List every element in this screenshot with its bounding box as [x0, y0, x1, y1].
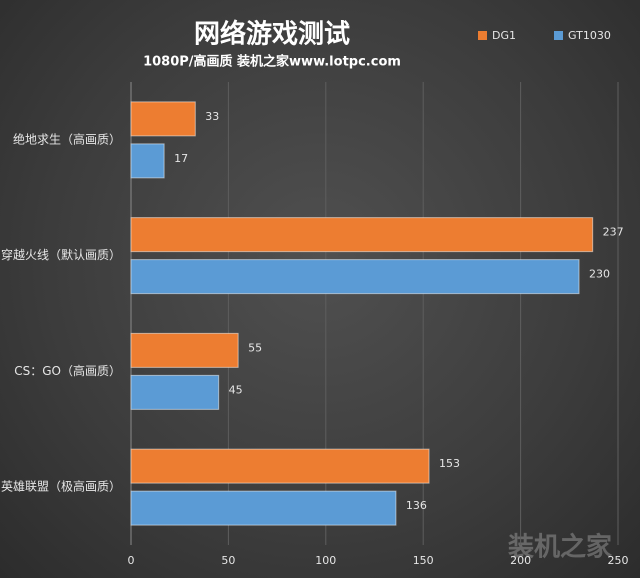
watermark: 装机之家	[508, 532, 612, 563]
y-tick-label: 穿越火线（默认画质）	[1, 247, 121, 262]
value-label: 153	[439, 457, 460, 470]
value-label: 55	[248, 341, 262, 354]
bar	[130, 448, 430, 484]
value-label: 230	[589, 268, 610, 281]
x-tick-label: 150	[413, 554, 434, 567]
legend-swatch	[554, 31, 563, 40]
legend-label: GT1030	[568, 29, 611, 42]
bar	[130, 332, 239, 368]
value-label: 237	[603, 226, 624, 239]
x-tick-label: 200	[510, 554, 531, 567]
chart-subtitle: 1080P/高画质 装机之家www.lotpc.com	[143, 54, 401, 70]
legend-swatch	[478, 31, 487, 40]
value-label: 17	[174, 152, 188, 165]
y-tick-label: 英雄联盟（极高画质）	[1, 479, 121, 494]
legend-label: DG1	[492, 29, 516, 42]
bar	[130, 374, 220, 410]
bar	[130, 217, 594, 253]
y-tick-label: 绝地求生（高画质）	[13, 131, 121, 146]
value-label: 33	[205, 110, 219, 123]
bar	[130, 259, 580, 295]
y-tick-label: CS：GO（高画质）	[14, 363, 121, 378]
value-label: 136	[406, 499, 427, 512]
x-tick-label: 100	[315, 554, 336, 567]
bar	[130, 101, 196, 137]
value-label: 45	[229, 383, 243, 396]
x-tick-label: 0	[128, 554, 135, 567]
chart-title: 网络游戏测试	[194, 19, 350, 50]
bar	[130, 490, 397, 526]
x-tick-label: 250	[608, 554, 629, 567]
bar	[130, 143, 165, 179]
x-tick-label: 50	[221, 554, 235, 567]
